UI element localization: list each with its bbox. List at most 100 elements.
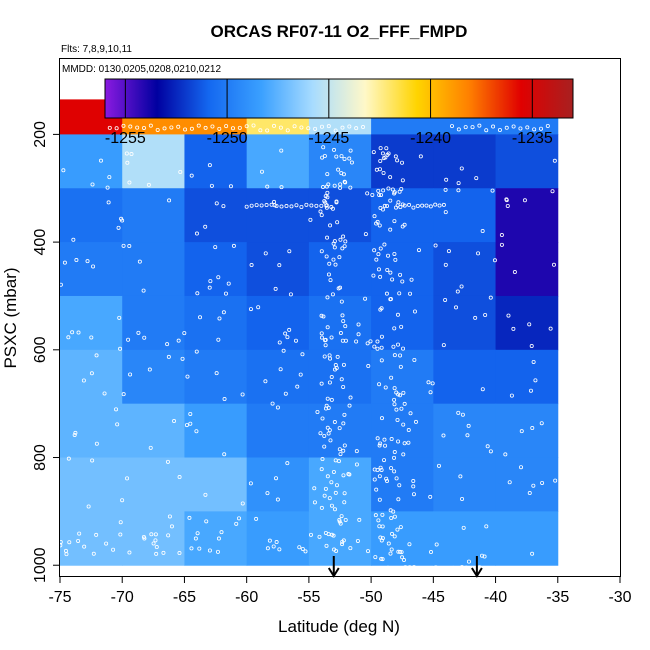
track-point <box>114 407 119 412</box>
track-point <box>323 406 328 411</box>
track-point <box>378 441 383 446</box>
track-point <box>343 517 348 522</box>
track-point <box>341 448 346 453</box>
track-point <box>382 437 387 442</box>
track-point <box>347 403 352 408</box>
track-point <box>332 183 337 188</box>
track-point <box>428 494 433 499</box>
track-point <box>406 428 411 433</box>
track-point <box>480 229 485 234</box>
track-point <box>135 125 140 130</box>
track-point <box>194 231 199 236</box>
track-point <box>339 299 344 304</box>
track-point <box>433 202 438 207</box>
track-point <box>165 459 170 464</box>
track-point <box>429 566 434 571</box>
track-point <box>380 524 385 529</box>
track-point <box>503 452 508 457</box>
track-point <box>89 335 94 340</box>
track-point <box>277 263 282 268</box>
x-axis-label: Latitude (deg N) <box>278 617 400 636</box>
track-point <box>412 565 417 570</box>
heatmap-cell <box>371 349 434 405</box>
track-point <box>319 335 324 340</box>
track-point <box>66 456 71 461</box>
track-point <box>258 128 263 133</box>
track-point <box>102 391 107 396</box>
track-point <box>320 416 325 421</box>
track-point <box>392 455 397 460</box>
track-point <box>397 189 402 194</box>
heatmap-cell <box>184 457 248 512</box>
track-point <box>411 205 416 210</box>
track-point <box>509 393 514 398</box>
track-point <box>189 126 194 131</box>
track-point <box>259 169 264 174</box>
track-point <box>263 379 268 384</box>
track-point <box>379 358 384 363</box>
heatmap-cell <box>308 349 372 405</box>
track-point <box>94 353 99 358</box>
heatmap-cell <box>495 457 559 512</box>
track-point <box>341 362 346 367</box>
track-point <box>374 487 379 492</box>
track-point <box>398 549 403 554</box>
track-point <box>320 155 325 160</box>
track-point <box>479 553 484 558</box>
track-point <box>392 219 397 224</box>
track-point <box>377 382 382 387</box>
track-point <box>385 565 390 570</box>
track-point <box>217 126 222 131</box>
track-point <box>392 251 397 256</box>
track-point <box>384 146 389 151</box>
track-point <box>207 548 212 553</box>
track-point <box>265 128 270 133</box>
track-point <box>273 286 278 291</box>
track-point <box>325 425 330 430</box>
track-point <box>127 244 132 249</box>
track-point <box>166 354 171 359</box>
track-point <box>188 411 193 416</box>
track-point <box>333 458 338 463</box>
track-point <box>477 123 482 128</box>
track-point <box>287 249 292 254</box>
track-point <box>325 325 330 330</box>
track-point <box>67 540 72 545</box>
track-point <box>409 277 414 282</box>
track-point <box>335 354 340 359</box>
track-point <box>331 257 336 262</box>
track-point <box>277 547 282 552</box>
heatmap-cell <box>433 188 497 243</box>
track-point <box>519 465 524 470</box>
track-point <box>449 124 454 129</box>
track-point <box>318 431 323 436</box>
track-point <box>392 397 397 402</box>
track-point <box>339 377 344 382</box>
track-point <box>74 258 79 263</box>
track-point <box>379 467 384 472</box>
track-point <box>363 232 368 237</box>
track-point <box>511 124 516 129</box>
track-point <box>324 254 329 259</box>
track-point <box>329 375 334 380</box>
track-point <box>386 253 391 258</box>
track-point <box>309 203 314 208</box>
track-point <box>376 267 381 272</box>
track-point <box>391 344 396 349</box>
plot-frame <box>59 58 621 577</box>
track-point <box>411 479 416 484</box>
track-point <box>342 244 347 249</box>
track-point <box>343 324 348 329</box>
track-point <box>443 262 448 267</box>
track-point <box>251 123 256 128</box>
track-point <box>388 175 393 180</box>
track-point <box>531 359 536 364</box>
track-point <box>274 476 279 481</box>
track-point <box>392 469 397 474</box>
track-point <box>189 546 194 551</box>
track-point <box>341 234 346 239</box>
track-point <box>342 491 347 496</box>
track-point <box>294 203 299 208</box>
track-point <box>111 547 116 552</box>
track-point <box>289 204 294 209</box>
